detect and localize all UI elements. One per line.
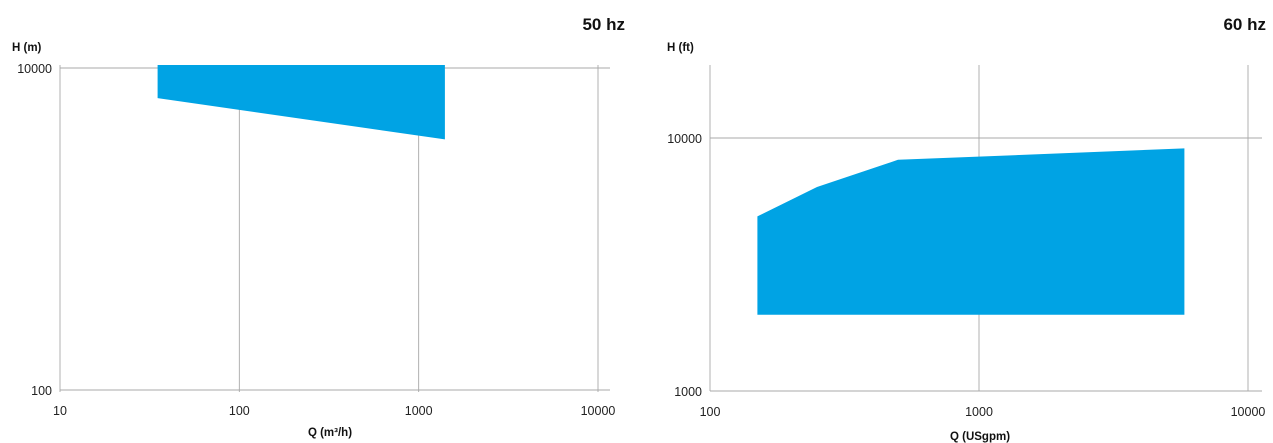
x-tick-label-60hz-2: 10000 <box>1231 405 1266 419</box>
y-axis-label-60hz: H (ft) <box>667 42 694 54</box>
x-tick-label-60hz-1: 1000 <box>965 405 993 419</box>
chart-50hz: 50 hz H (m) Q (m³/h) 10 100 1000 1000010010… <box>12 15 625 439</box>
x-tick-label-50hz-2: 1000 <box>405 404 433 418</box>
x-tick-label-50hz-1: 100 <box>229 404 250 418</box>
x-tick-label-50hz-3: 10000 <box>581 404 616 418</box>
operating-envelope-50hz <box>157 65 445 140</box>
tick-labels-60hz: 100 1000 10000 1000 10000 <box>667 132 1265 419</box>
y-tick-label-60hz-1: 10000 <box>667 132 702 146</box>
chart-60hz: 60 hz H (ft) Q (USgpm) 100 1000 1000010001… <box>667 15 1266 443</box>
y-tick-label-50hz-1: 10000 <box>17 62 52 76</box>
frequency-label-50hz: 50 hz <box>582 15 625 34</box>
x-axis-label-50hz: Q (m³/h) <box>308 427 352 439</box>
x-axis-label-60hz: Q (USgpm) <box>950 431 1010 443</box>
frequency-label-60hz: 60 hz <box>1223 15 1266 34</box>
y-axis-label-50hz: H (m) <box>12 42 42 54</box>
y-tick-label-60hz-0: 1000 <box>674 385 702 399</box>
y-tick-label-50hz-0: 100 <box>31 384 52 398</box>
operating-envelope-60hz <box>757 148 1185 315</box>
x-tick-label-50hz-0: 10 <box>53 404 67 418</box>
x-tick-label-60hz-0: 100 <box>700 405 721 419</box>
